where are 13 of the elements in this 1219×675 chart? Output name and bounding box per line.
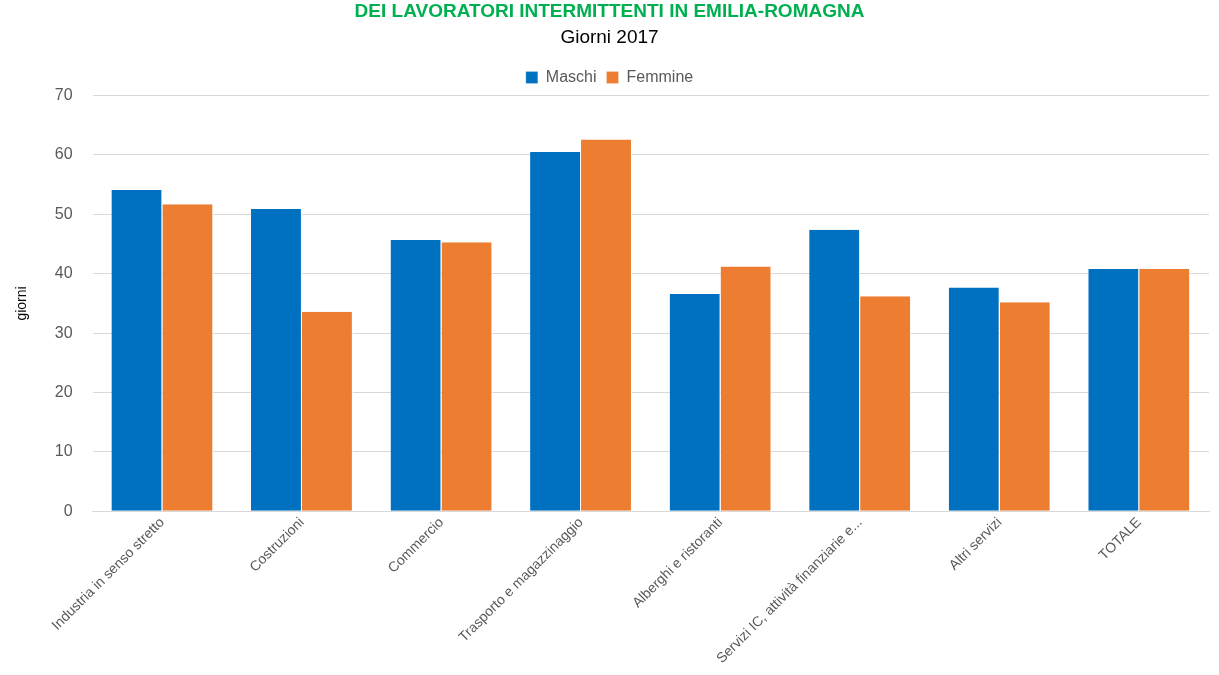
chart-subtitle: Giorni 2017: [560, 26, 659, 48]
y-tick-label: 50: [54, 204, 73, 222]
y-tick-label: 40: [54, 264, 73, 282]
y-tick-label: 20: [54, 382, 73, 400]
legend-label: Maschi: [545, 68, 597, 86]
y-axis-title: giorni: [13, 286, 30, 321]
y-tick-label: 30: [54, 323, 73, 341]
y-tick-label: 10: [54, 442, 73, 460]
y-tick-label: 0: [63, 501, 73, 519]
legend-label: Femmine: [626, 68, 694, 86]
y-tick-label: 60: [54, 145, 73, 163]
y-tick-label: 70: [54, 86, 73, 104]
chart-title: DEI LAVORATORI INTERMITTENTI IN EMILIA-ROMAGNA: [354, 0, 865, 21]
